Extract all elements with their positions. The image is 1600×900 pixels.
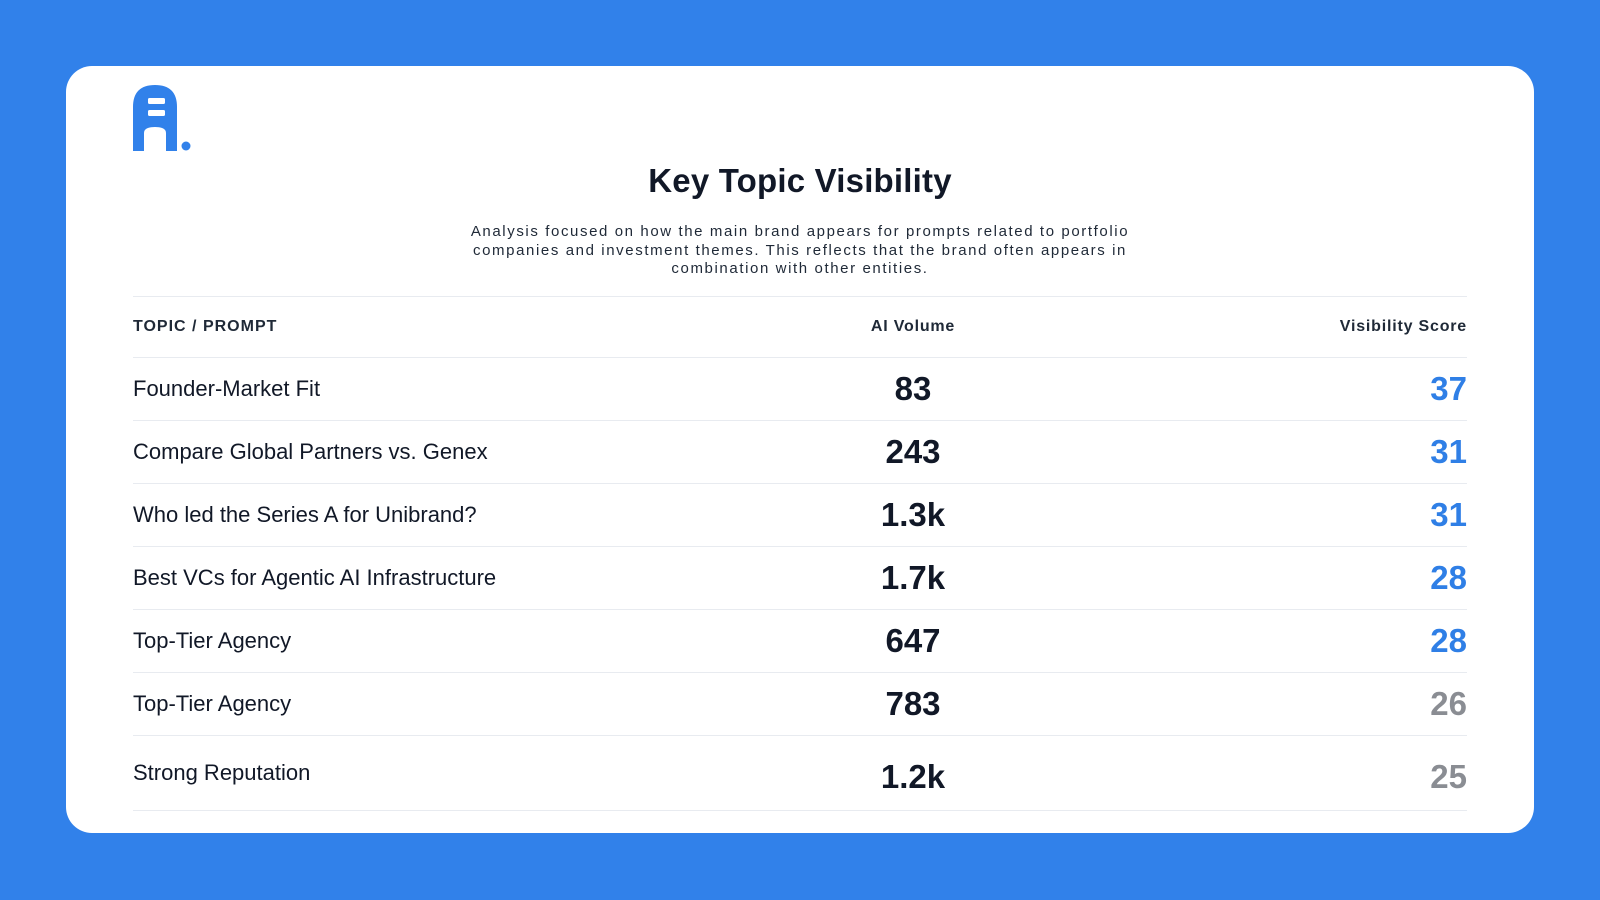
visibility-score-cell: 25	[1430, 757, 1467, 795]
column-header-topic: TOPIC / PROMPT	[133, 318, 278, 335]
ai-volume-cell: 783	[885, 685, 941, 722]
ai-volume-cell: 243	[885, 433, 941, 470]
topic-cell: Strong Reputation	[133, 760, 311, 785]
topic-cell: Top-Tier Agency	[133, 628, 292, 653]
visibility-score-cell: 28	[1430, 559, 1467, 596]
topic-cell: Top-Tier Agency	[133, 691, 292, 716]
ai-volume-cell: 1.3k	[880, 496, 946, 533]
visibility-score-cell: 37	[1430, 370, 1467, 407]
column-header-visibility-score: Visibility Score	[1339, 318, 1467, 335]
visibility-score-cell: 28	[1430, 622, 1467, 659]
table-row: Founder-Market Fit 83 37	[133, 357, 1467, 420]
topic-cell: Compare Global Partners vs. Genex	[133, 439, 488, 464]
page-subtitle: Analysis focused on how the main brand a…	[470, 223, 1130, 277]
visibility-score-cell: 31	[1430, 433, 1467, 470]
ai-volume-cell: 1.2k	[880, 757, 946, 795]
table-row: Best VCs for Agentic AI Infrastructure 1…	[133, 546, 1467, 609]
ai-volume-cell: 83	[894, 370, 932, 407]
table-header-row: TOPIC / PROMPT AI Volume Visibility Scor…	[133, 296, 1467, 357]
visibility-score-cell: 31	[1430, 496, 1467, 533]
table-row: Strong Reputation 1.2k 25	[133, 735, 1467, 811]
ai-volume-cell: 1.7k	[880, 559, 946, 596]
topic-cell: Founder-Market Fit	[133, 376, 321, 401]
table-row: Compare Global Partners vs. Genex 243 31	[133, 420, 1467, 483]
brand-logo-a-icon	[133, 85, 191, 151]
visibility-score-cell: 26	[1430, 685, 1467, 722]
topic-cell: Who led the Series A for Unibrand?	[133, 502, 477, 527]
topic-cell: Best VCs for Agentic AI Infrastructure	[133, 565, 497, 590]
report-card: Key Topic Visibility Analysis focused on…	[66, 66, 1534, 833]
column-header-ai-volume: AI Volume	[870, 318, 956, 335]
table-row: Who led the Series A for Unibrand? 1.3k …	[133, 483, 1467, 546]
page-title: Key Topic Visibility	[648, 162, 952, 199]
table-row: Top-Tier Agency 647 28	[133, 609, 1467, 672]
ai-volume-cell: 647	[885, 622, 941, 659]
topic-visibility-table: TOPIC / PROMPT AI Volume Visibility Scor…	[133, 296, 1467, 811]
table-row: Top-Tier Agency 783 26	[133, 672, 1467, 735]
